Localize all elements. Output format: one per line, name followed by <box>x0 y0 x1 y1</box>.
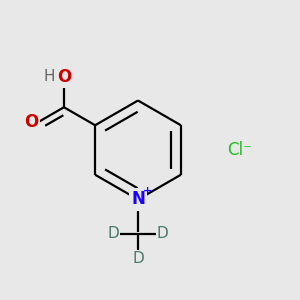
Text: D: D <box>132 251 144 266</box>
Text: H: H <box>44 69 55 84</box>
Text: O: O <box>24 113 38 131</box>
Text: D: D <box>107 226 119 242</box>
Text: Cl⁻: Cl⁻ <box>228 141 252 159</box>
Text: O: O <box>57 68 71 86</box>
Text: +: + <box>142 186 152 196</box>
Text: N: N <box>131 190 145 208</box>
Text: D: D <box>157 226 169 242</box>
